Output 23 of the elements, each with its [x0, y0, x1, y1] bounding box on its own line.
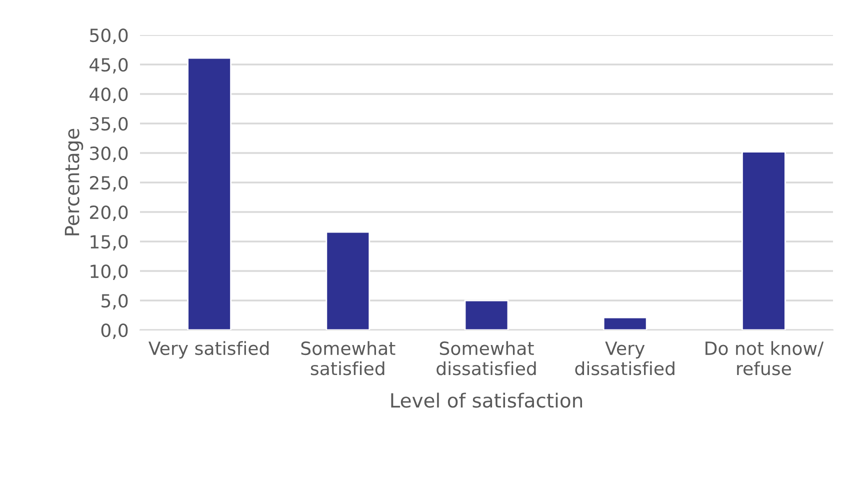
bar [326, 231, 370, 330]
y-tick-label: 50,0 [90, 28, 128, 44]
y-tick-label: 25,0 [90, 176, 128, 192]
y-axis-title: Percentage [64, 128, 84, 236]
bar [602, 316, 648, 330]
x-tick-label: Somewhat dissatisfied [436, 341, 536, 376]
x-tick-label: Somewhat satisfied [301, 341, 396, 376]
y-tick-label: 0,0 [101, 323, 128, 339]
y-tick-label: 10,0 [90, 264, 128, 280]
bar [464, 300, 509, 330]
x-axis-title: Level of satisfaction [391, 392, 582, 408]
y-tick-label: 40,0 [90, 87, 128, 103]
x-tick-label: Do not know/ refuse [706, 341, 824, 376]
y-tick-label: 20,0 [90, 205, 128, 221]
y-tick-label: 15,0 [90, 234, 128, 250]
bar [742, 151, 786, 330]
x-tick-label: Very dissatisfied [575, 342, 674, 376]
y-tick-label: 30,0 [90, 146, 128, 162]
y-tick-label: 45,0 [90, 58, 128, 74]
bar [187, 57, 232, 330]
y-tick-label: 35,0 [90, 116, 128, 132]
x-tick-label: Very satisfied [148, 341, 269, 359]
y-tick-label: 5,0 [102, 294, 128, 310]
